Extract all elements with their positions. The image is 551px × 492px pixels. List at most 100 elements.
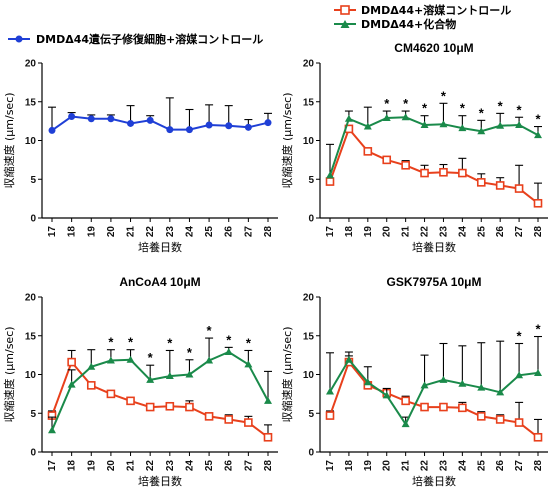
data-point bbox=[382, 155, 392, 165]
data-point bbox=[496, 388, 505, 396]
x-tick-label: 28 bbox=[533, 226, 544, 238]
x-tick-label: 21 bbox=[401, 226, 412, 238]
legend-label-vehicle: DMDΔ44+溶媒コントロール bbox=[361, 3, 511, 17]
y-tick-label: 5 bbox=[308, 175, 314, 186]
series-2 bbox=[48, 337, 272, 434]
x-tick-label: 26 bbox=[224, 460, 235, 472]
x-tick-label: 19 bbox=[363, 460, 374, 472]
chart-panel-3: 0 5 10 15 20 17 18 19 20 21 22 23 24 25 26 27 28 培養日数 収縮速度… bbox=[2, 275, 278, 488]
x-tick-label: 24 bbox=[457, 226, 468, 238]
x-tick-label: 22 bbox=[145, 226, 156, 238]
data-point bbox=[533, 432, 543, 442]
data-point bbox=[166, 126, 174, 134]
data-point bbox=[224, 348, 233, 356]
x-tick-label: 24 bbox=[184, 226, 195, 238]
x-tick-label: 27 bbox=[243, 226, 254, 238]
significance-star: * bbox=[479, 105, 485, 120]
series-1 bbox=[48, 97, 272, 134]
x-tick-label: 28 bbox=[263, 460, 274, 472]
x-tick-label: 21 bbox=[401, 460, 412, 472]
x-tick-label: 17 bbox=[325, 460, 336, 472]
data-point bbox=[126, 396, 135, 406]
x-tick-label: 19 bbox=[363, 226, 374, 238]
data-point bbox=[205, 356, 214, 364]
data-point bbox=[67, 357, 76, 367]
data-point bbox=[165, 401, 175, 411]
data-point bbox=[476, 412, 486, 421]
data-point bbox=[263, 432, 273, 442]
data-point bbox=[68, 112, 76, 120]
y-tick-label: 10 bbox=[25, 136, 37, 147]
x-tick-label: 19 bbox=[86, 460, 97, 472]
y-axis-label: 収縮速度 (µm/sec) bbox=[2, 92, 16, 188]
y-tick-label: 15 bbox=[25, 331, 37, 342]
data-point bbox=[439, 167, 448, 177]
data-point bbox=[126, 355, 135, 363]
x-tick-label: 25 bbox=[204, 460, 215, 472]
significance-star: * bbox=[108, 335, 114, 350]
legend-label-compound: DMDΔ44+化合物 bbox=[361, 17, 456, 31]
data-point bbox=[477, 383, 486, 391]
data-point bbox=[401, 113, 410, 121]
y-tick-label: 20 bbox=[25, 293, 37, 304]
data-point bbox=[420, 121, 429, 128]
x-axis-label: 培養日数 bbox=[412, 240, 456, 254]
y-tick-label: 20 bbox=[25, 59, 37, 70]
data-point bbox=[495, 415, 505, 424]
x-tick-label: 21 bbox=[126, 226, 137, 238]
series-line bbox=[51, 350, 269, 431]
y-tick-label: 5 bbox=[30, 409, 36, 420]
data-point bbox=[224, 415, 234, 424]
x-tick-label: 25 bbox=[476, 460, 487, 472]
data-point bbox=[344, 114, 353, 122]
x-tick-label: 19 bbox=[86, 226, 97, 238]
data-point bbox=[87, 115, 95, 123]
data-point bbox=[264, 119, 272, 127]
data-point bbox=[244, 360, 253, 368]
data-point bbox=[534, 131, 542, 139]
y-tick-label: 0 bbox=[30, 448, 36, 459]
series-1 bbox=[47, 349, 273, 442]
data-point bbox=[476, 178, 486, 187]
data-point bbox=[165, 372, 174, 380]
significance-star: * bbox=[460, 101, 466, 116]
data-point bbox=[244, 418, 253, 427]
x-tick-label: 28 bbox=[533, 460, 544, 472]
data-point bbox=[458, 403, 467, 413]
data-point bbox=[326, 171, 334, 179]
x-tick-label: 25 bbox=[476, 226, 487, 238]
x-tick-label: 20 bbox=[106, 460, 117, 472]
data-point bbox=[401, 420, 410, 428]
data-point bbox=[107, 115, 115, 123]
x-tick-label: 20 bbox=[382, 226, 393, 238]
x-tick-label: 22 bbox=[420, 226, 431, 238]
y-axis-label: 収縮速度 (µm/sec) bbox=[280, 326, 294, 422]
data-point bbox=[477, 127, 486, 135]
x-tick-label: 23 bbox=[438, 460, 449, 472]
x-axis-label: 培養日数 bbox=[138, 474, 182, 488]
x-tick-label: 24 bbox=[184, 460, 195, 472]
x-tick-label: 26 bbox=[495, 226, 506, 238]
x-tick-label: 21 bbox=[126, 460, 137, 472]
y-axis-label: 収縮速度 (µm/sec) bbox=[2, 326, 16, 422]
data-point bbox=[185, 370, 194, 378]
data-point bbox=[87, 362, 96, 370]
x-tick-label: 18 bbox=[344, 460, 355, 472]
y-axis-label: 収縮速度 (µm/sec) bbox=[280, 92, 294, 188]
significance-star: * bbox=[187, 345, 193, 360]
chart-title: GSK7975A 10μM bbox=[387, 275, 482, 289]
data-point bbox=[515, 371, 524, 379]
data-point bbox=[244, 123, 252, 131]
x-tick-label: 23 bbox=[165, 226, 176, 238]
y-tick-label: 15 bbox=[303, 331, 315, 342]
legend-gene-corrected: DMDΔ44遺伝子修復細胞+溶媒コントロール bbox=[8, 32, 263, 46]
data-point bbox=[185, 126, 193, 134]
data-point bbox=[326, 387, 334, 395]
significance-star: * bbox=[535, 322, 541, 337]
legend-marker-red bbox=[340, 5, 350, 15]
significance-star: * bbox=[246, 335, 252, 350]
chart-panel-2: 0 5 10 15 20 17 18 19 20 21 22 23 24 25 26 27 28 培養日数 収縮速度… bbox=[280, 41, 548, 254]
data-point bbox=[439, 402, 448, 412]
x-tick-label: 27 bbox=[243, 460, 254, 472]
significance-star: * bbox=[167, 335, 173, 350]
